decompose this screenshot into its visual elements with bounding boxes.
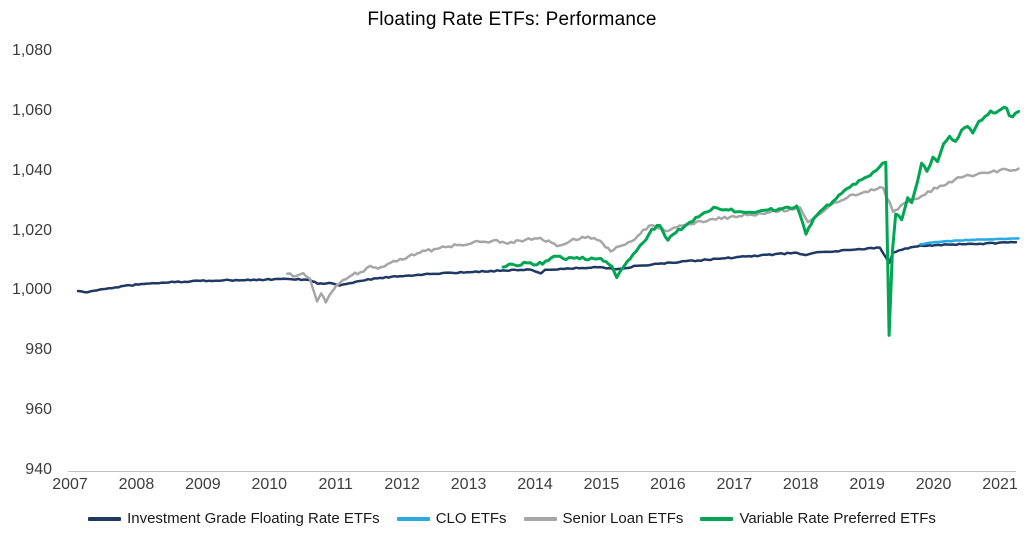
x-tick-label: 2016: [650, 476, 686, 493]
x-tick-label: 2018: [782, 476, 819, 493]
legend-label: Variable Rate Preferred ETFs: [739, 510, 936, 527]
legend-item-senior-loan-etfs: Senior Loan ETFs: [523, 510, 684, 527]
y-tick-label: 1,080: [11, 42, 52, 59]
x-tick-label: 2007: [52, 476, 88, 493]
x-tick-label: 2010: [251, 476, 288, 493]
series-line-investment-grade-floating-rate-etfs: [76, 240, 1018, 294]
series-line-variable-rate-preferred-etfs: [501, 105, 1021, 337]
x-tick-label: 2013: [450, 476, 487, 493]
x-tick-label: 2020: [915, 476, 952, 493]
x-tick-label: 2009: [185, 476, 221, 493]
legend-swatch-variable-rate-preferred-etfs: [700, 516, 734, 521]
y-tick-label: 980: [25, 341, 52, 359]
legend-label: CLO ETFs: [435, 510, 507, 527]
legend-swatch-investment-grade-floating-rate-etfs: [88, 516, 122, 521]
chart-title: Floating Rate ETFs: Performance: [367, 9, 657, 30]
y-tick-label: 960: [25, 401, 52, 419]
y-tick-label: 1,000: [11, 281, 52, 299]
x-tick-label: 2017: [716, 476, 753, 493]
y-tick-label: 1,040: [11, 161, 52, 179]
legend: Investment Grade Floating Rate ETFs CLO E…: [0, 510, 1024, 527]
x-tick-label: 2015: [583, 476, 620, 493]
x-tick-label: 2012: [384, 476, 420, 493]
legend-item-variable-rate-preferred-etfs: Variable Rate Preferred ETFs: [700, 510, 936, 527]
legend-swatch-clo-etfs: [396, 516, 430, 521]
x-tick-label: 2021: [982, 476, 1018, 493]
x-tick-label: 2019: [849, 476, 885, 493]
legend-item-clo-etfs: CLO ETFs: [396, 510, 507, 527]
series-line-clo-etfs: [918, 237, 1020, 246]
x-tick-label: 2014: [517, 476, 553, 493]
y-tick-label: 1,020: [11, 221, 52, 239]
legend-swatch-senior-loan-etfs: [523, 516, 557, 521]
legend-label: Investment Grade Floating Rate ETFs: [127, 510, 380, 527]
x-tick-label: 2008: [118, 476, 155, 493]
series-line-senior-loan-etfs: [285, 167, 1020, 304]
legend-label: Senior Loan ETFs: [562, 510, 684, 527]
y-axis-labels: 1,080 1,060 1,040 1,020 1,000 980 960 940: [0, 0, 52, 542]
y-tick-label: 1,060: [11, 101, 52, 119]
x-tick-label: 2011: [318, 476, 353, 493]
legend-item-investment-grade-floating-rate-etfs: Investment Grade Floating Rate ETFs: [88, 510, 380, 527]
y-tick-label: 940: [25, 461, 52, 478]
